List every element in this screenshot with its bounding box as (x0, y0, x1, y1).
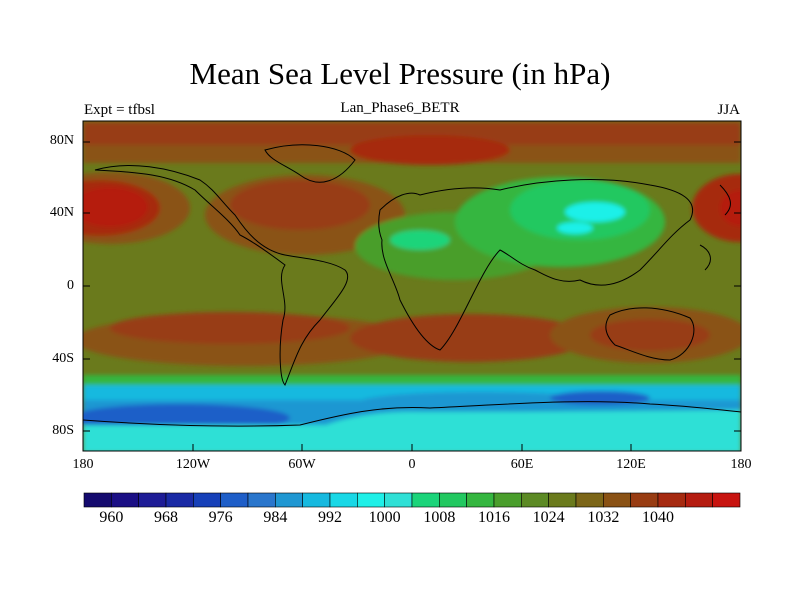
colorbar-swatch (193, 492, 221, 508)
colorbar-swatch (329, 492, 358, 508)
colorbar-label: 984 (263, 509, 288, 526)
map-title: Mean Sea Level Pressure (in hPa) (189, 56, 611, 91)
experiment-label: Expt = tfbsl (84, 102, 155, 118)
colorbar-swatch (493, 492, 522, 508)
colorbar-swatch (275, 492, 303, 508)
lon-label-0: 0 (408, 457, 416, 472)
colorbar-swatch (548, 492, 577, 508)
colorbar-swatch (220, 492, 249, 508)
colorbar-swatch (83, 492, 112, 508)
colorbar (83, 492, 741, 508)
pressure-field (83, 121, 741, 451)
colorbar-label: 1024 (532, 509, 565, 526)
colorbar-swatch (247, 492, 276, 508)
colorbar-label: 1016 (478, 509, 510, 526)
lat-label-0: 0 (67, 278, 74, 293)
lon-label-180w: 180 (72, 457, 94, 472)
axis-ticks (83, 141, 741, 451)
lat-label-40s: 40S (52, 351, 74, 366)
season-label: JJA (717, 102, 740, 118)
colorbar-swatch (439, 492, 467, 508)
colorbar-swatch (712, 492, 741, 508)
lon-label-180e: 180 (730, 457, 752, 472)
colorbar-label: 976 (208, 509, 233, 526)
colorbar-swatch (466, 492, 495, 508)
colorbar-swatch (575, 492, 604, 508)
colorbar-swatch (603, 492, 631, 508)
colorbar-label: 1040 (642, 509, 674, 526)
lon-label-120w: 120W (175, 457, 211, 472)
colorbar-swatch (384, 492, 413, 508)
colorbar-swatch (357, 492, 385, 508)
colorbar-swatch (685, 492, 713, 508)
colorbar-label: 968 (154, 509, 178, 526)
lon-label-60e: 60E (510, 457, 534, 472)
coastlines (83, 144, 741, 427)
colorbar-label: 992 (318, 509, 342, 526)
colorbar-swatch (111, 492, 139, 508)
lat-label-40n: 40N (49, 205, 74, 220)
colorbar-swatch (411, 492, 440, 508)
colorbar-swatch (630, 492, 659, 508)
colorbar-swatch (302, 492, 331, 508)
run-label: Lan_Phase6_BETR (340, 100, 460, 116)
colorbar-label: 960 (99, 509, 124, 526)
lon-label-120e: 120E (616, 457, 646, 472)
colorbar-label: 1032 (587, 509, 620, 526)
lat-label-80n: 80N (49, 133, 74, 148)
colorbar-label: 1008 (423, 509, 456, 526)
colorbar-swatch (138, 492, 167, 508)
lat-label-80s: 80S (52, 423, 74, 438)
colorbar-label: 1000 (368, 509, 401, 526)
colorbar-swatch (165, 492, 194, 508)
colorbar-swatch (657, 492, 686, 508)
colorbar-swatch (521, 492, 549, 508)
lon-label-60w: 60W (288, 457, 316, 472)
